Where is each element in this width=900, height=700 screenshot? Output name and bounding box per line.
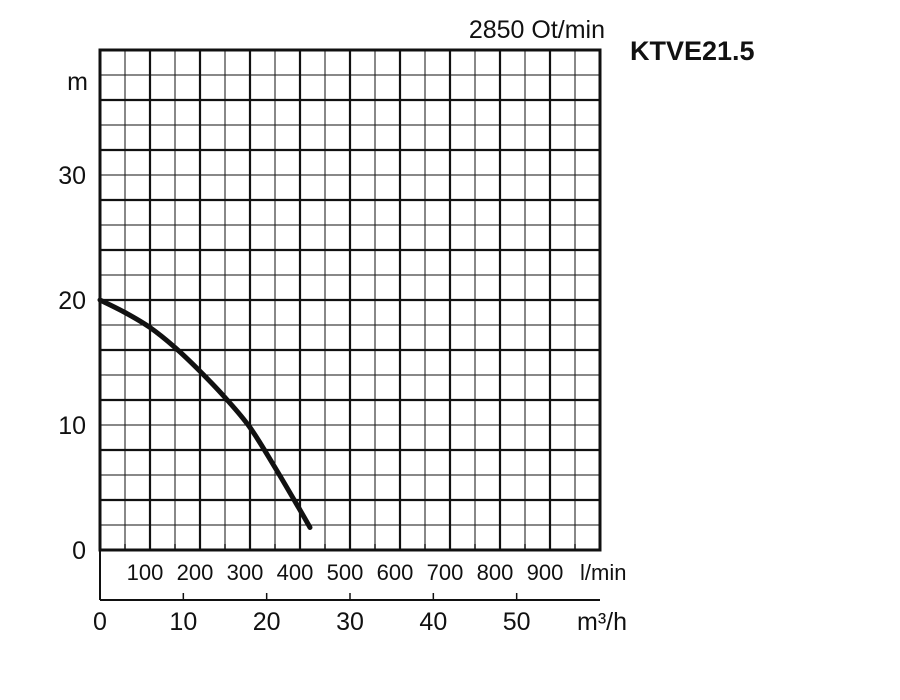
y-unit-label: m xyxy=(67,68,88,96)
x-tick-labels-lmin: 100 200 300 400 500 600 700 800 900 xyxy=(127,560,564,585)
x-tick-label-m3h: 0 xyxy=(93,608,107,636)
y-tick-label: 30 xyxy=(58,162,86,190)
x-tick-label-lmin: 400 xyxy=(277,560,314,585)
x-tick-label-lmin: 800 xyxy=(477,560,514,585)
x-tick-label-lmin: 600 xyxy=(377,560,414,585)
x-tick-label-m3h: 50 xyxy=(503,608,531,636)
speed-label: 2850 Ot/min xyxy=(469,16,605,44)
y-tick-labels: 0 10 20 30 xyxy=(58,162,86,565)
x-tick-label-lmin: 500 xyxy=(327,560,364,585)
x-tick-label-lmin: 100 xyxy=(127,560,164,585)
x-unit-m3h-label: m³/h xyxy=(577,608,627,636)
x-tick-label-m3h: 10 xyxy=(169,608,197,636)
y-tick-label: 10 xyxy=(58,412,86,440)
x-tick-label-lmin: 900 xyxy=(527,560,564,585)
x-tick-label-lmin: 200 xyxy=(177,560,214,585)
x-tick-label-m3h: 30 xyxy=(336,608,364,636)
x-tick-label-lmin: 300 xyxy=(227,560,264,585)
head-flow-curve xyxy=(97,297,313,530)
x-tick-label-m3h: 40 xyxy=(419,608,447,636)
x-tick-label-m3h: 20 xyxy=(253,608,281,636)
y-tick-label: 0 xyxy=(72,537,86,565)
x-unit-lmin-label: l/min xyxy=(580,560,626,585)
x-tick-label-lmin: 700 xyxy=(427,560,464,585)
major-gridlines xyxy=(100,50,600,550)
y-tick-label: 20 xyxy=(58,287,86,315)
x-tick-labels-m3h: 0 10 20 30 40 50 xyxy=(93,608,531,636)
x-axis-panel xyxy=(99,544,601,601)
model-title: KTVE21.5 xyxy=(630,36,755,66)
